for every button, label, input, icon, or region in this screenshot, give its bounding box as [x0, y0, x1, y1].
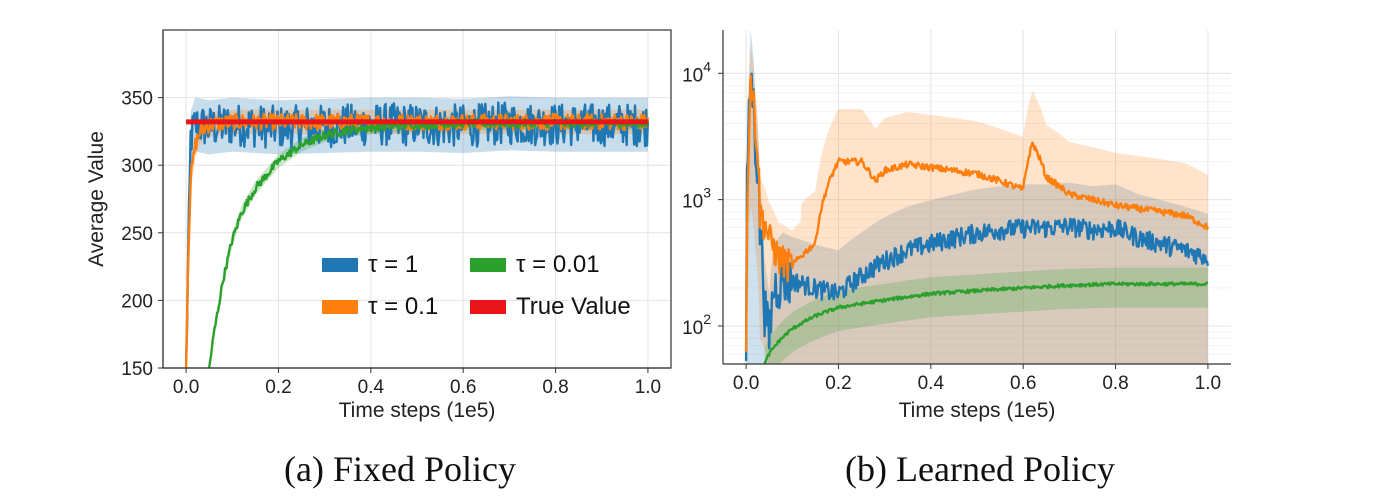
y-tick-label: 250 — [121, 224, 153, 245]
series-line — [763, 281, 1209, 365]
y-tick-label: 300 — [121, 156, 153, 177]
y-axis-label: Average Value — [85, 131, 108, 267]
y-tick-label: 104 — [682, 58, 711, 86]
legend-swatch — [470, 300, 506, 314]
x-tick-label: 1.0 — [1195, 373, 1221, 394]
series-line — [744, 74, 1210, 353]
y-tick-label: 150 — [121, 359, 153, 380]
series-line — [208, 118, 650, 368]
x-tick-label: 0.0 — [173, 377, 199, 398]
x-tick-label: 0.4 — [918, 373, 945, 394]
chart-fixed-policy: 0.0 0.2 0.4 0.6 0.8 1.0 150 200 250 300 350 Time … — [85, 29, 672, 489]
x-tick-label: 0.8 — [1102, 373, 1128, 394]
caption-b: (b) Learned Policy — [845, 449, 1115, 489]
legend-swatch — [470, 258, 506, 272]
x-axis-label: Time steps (1e5) — [899, 399, 1056, 422]
legend-swatch — [322, 300, 358, 314]
legend-label: True Value — [516, 293, 631, 320]
series-band — [209, 116, 648, 368]
legend-label: τ = 1 — [368, 251, 418, 278]
x-tick-label: 0.2 — [265, 377, 291, 398]
y-tick-label: 350 — [121, 89, 153, 110]
series-line — [184, 112, 650, 369]
y-tick-label: 103 — [682, 185, 711, 213]
x-tick-label: 0.2 — [825, 373, 851, 394]
y-tick-label: 102 — [682, 311, 711, 339]
legend-label: τ = 0.1 — [368, 293, 438, 320]
x-tick-label: 0.6 — [1010, 373, 1036, 394]
series-band — [764, 267, 1208, 364]
x-tick-label: 0.4 — [358, 377, 385, 398]
x-tick-label: 0.8 — [542, 377, 568, 398]
legend-label: τ = 0.01 — [516, 251, 600, 278]
chart-learned-policy: 0.0 0.2 0.4 0.6 0.8 1.0 102 103 104 Time steps … — [682, 30, 1231, 489]
x-tick-label: 1.0 — [635, 377, 661, 398]
x-tick-label: 0.6 — [450, 377, 476, 398]
legend: τ = 1 τ = 0.01 τ = 0.1 True Value — [322, 251, 631, 320]
x-tick-label: 0.0 — [733, 373, 759, 394]
legend-swatch — [322, 258, 358, 272]
caption-a: (a) Fixed Policy — [284, 449, 516, 489]
series-line — [744, 72, 1210, 362]
y-tick-label: 200 — [121, 291, 153, 312]
x-axis-label: Time steps (1e5) — [339, 399, 496, 422]
